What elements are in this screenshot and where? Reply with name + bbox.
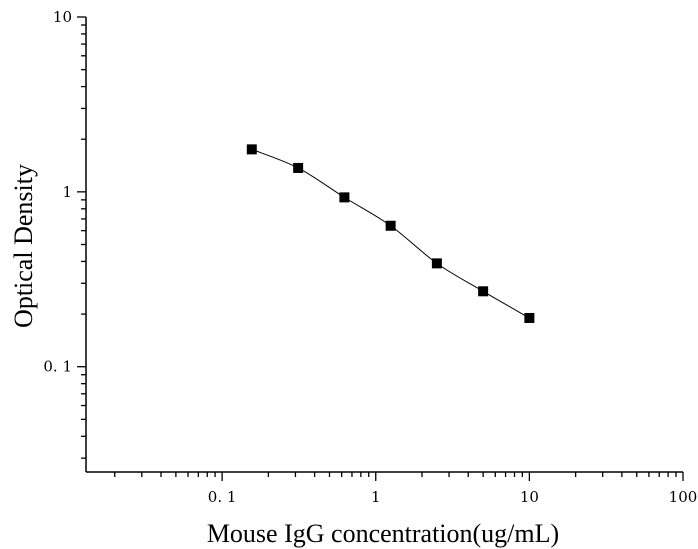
data-point xyxy=(431,258,442,269)
data-point xyxy=(246,144,257,155)
x-tick-label: 10 xyxy=(520,488,539,506)
y-tick-label: 0. 1 xyxy=(43,358,72,376)
data-point xyxy=(385,220,396,231)
data-point xyxy=(478,286,489,297)
data-point xyxy=(339,192,350,203)
x-tick-label: 100 xyxy=(669,488,698,506)
y-tick-label: 1 xyxy=(62,183,72,201)
data-points xyxy=(246,144,535,323)
x-tick-label: 0. 1 xyxy=(208,488,237,506)
data-point xyxy=(293,162,304,173)
axes xyxy=(77,16,684,481)
data-point xyxy=(524,312,535,323)
y-tick-label: 10 xyxy=(53,8,72,26)
x-axis-label: Mouse IgG concentration(ug/mL) xyxy=(207,519,559,548)
x-tick-label: 1 xyxy=(371,488,381,506)
y-axis-label: Optical Density xyxy=(9,164,38,328)
tick-labels: 0. 1 1 10 100 0. 1 1 10 xyxy=(43,8,697,506)
